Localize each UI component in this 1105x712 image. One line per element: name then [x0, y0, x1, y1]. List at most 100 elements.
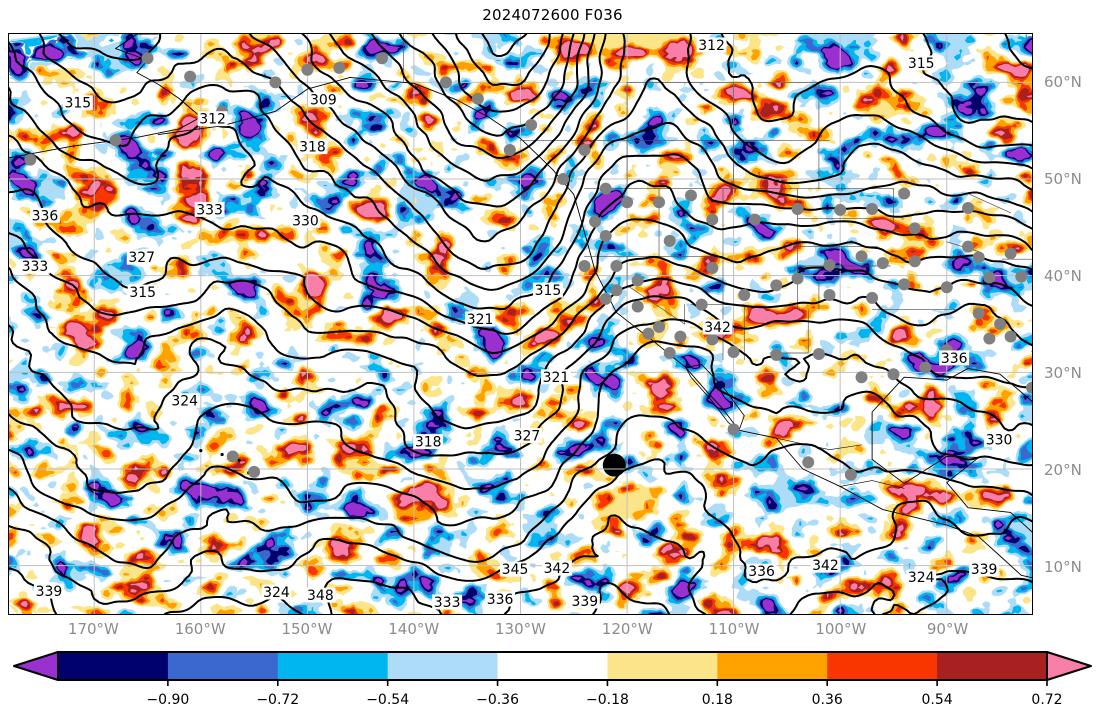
station-marker — [1004, 247, 1017, 260]
station-marker — [706, 213, 719, 226]
colorbar-segment-6[interactable] — [717, 652, 828, 680]
coastline-layer — [9, 34, 1032, 579]
contour-label-halo — [746, 563, 777, 579]
colorbar-segment-3[interactable] — [387, 652, 498, 680]
contour-label-halo — [194, 201, 225, 217]
lon-tick-label-6: 110°W — [708, 620, 760, 638]
contour-336 — [9, 318, 1032, 494]
contour-label-halo — [33, 583, 64, 599]
contour-label-halo — [290, 212, 321, 228]
colorbar-tick-label-0: −0.90 — [146, 692, 190, 708]
colorbar-segment-5[interactable] — [607, 652, 718, 680]
contour-label-halo — [512, 428, 542, 444]
contour-324 — [9, 188, 1032, 355]
station-marker — [898, 187, 911, 200]
colorbar-tick-label-2: −0.54 — [366, 692, 410, 708]
station-marker-layer — [24, 52, 1032, 481]
contour-321 — [9, 134, 1032, 335]
contour-327 — [9, 232, 1032, 377]
colorbar-segment-1[interactable] — [167, 652, 279, 680]
station-marker — [791, 272, 804, 285]
lat-tick-label-2: 40°N — [1044, 266, 1082, 285]
contour-label-halo — [126, 249, 157, 265]
contour-label-halo — [906, 55, 937, 71]
contour-312 — [38, 34, 1032, 270]
station-marker — [834, 203, 847, 216]
station-marker — [589, 215, 602, 228]
contour-label: 348 — [307, 588, 334, 604]
colorbar-segment-8[interactable] — [937, 652, 1048, 680]
contour-label-halo — [969, 561, 1000, 577]
colorbar-extend-over[interactable] — [1046, 651, 1092, 681]
colorbar-segment-0[interactable] — [58, 652, 169, 680]
contour-label: 336 — [748, 564, 775, 580]
contour-351 — [592, 581, 671, 614]
colorbar-extend-under[interactable] — [13, 651, 59, 681]
station-marker — [24, 153, 37, 166]
contour-label-halo — [432, 594, 463, 610]
contour-label: 315 — [65, 96, 92, 112]
colorbar-tick-label-6: 0.36 — [811, 692, 843, 708]
colorbar-segment-4[interactable] — [497, 652, 608, 680]
contour-300 — [371, 34, 1032, 160]
contour-label: 309 — [310, 93, 337, 109]
station-marker — [599, 230, 612, 242]
shade-band-pos-4 — [20, 34, 1032, 614]
lon-tick-label-1: 160°W — [174, 620, 226, 638]
lon-tick-label-8: 90°W — [926, 620, 969, 638]
colorbar-segment-7[interactable] — [827, 652, 938, 680]
station-marker — [812, 348, 825, 360]
contour-288 — [481, 34, 528, 58]
station-marker — [439, 76, 452, 89]
contour-label: 339 — [971, 562, 998, 578]
contour-label: 339 — [572, 594, 599, 610]
station-marker — [248, 465, 261, 478]
contour-label-halo — [62, 95, 93, 111]
colorbar-swatches[interactable] — [0, 648, 1105, 688]
contour-label: 342 — [812, 558, 839, 574]
map-plot-area[interactable]: 312 315 309 315 312 318 336 333 330 333 327 315 315 3… — [8, 33, 1033, 615]
contour-label-halo — [540, 369, 571, 385]
contour-label-halo — [413, 434, 444, 450]
map-canvas: 312 315 309 315 312 318 336 333 330 333 327 315 315 3… — [9, 34, 1032, 614]
contour-294 — [431, 34, 564, 113]
island-2 — [237, 458, 241, 462]
station-marker — [983, 271, 996, 284]
lon-tick-label-5: 120°W — [601, 620, 653, 638]
station-marker — [855, 371, 868, 384]
contour-label-halo — [532, 282, 563, 298]
station-marker — [269, 76, 282, 89]
contour-label-halo — [261, 584, 292, 600]
station-marker — [610, 260, 623, 272]
colorbar-segment-2[interactable] — [277, 652, 389, 680]
contour-label: 318 — [415, 435, 442, 451]
station-marker — [301, 63, 314, 76]
contour-label-halo — [308, 92, 339, 108]
station-marker — [109, 134, 122, 147]
station-marker — [184, 70, 197, 83]
station-marker — [631, 300, 644, 313]
station-marker — [599, 182, 612, 195]
station-marker — [770, 279, 783, 292]
station-marker — [876, 257, 889, 270]
contour-label: 327 — [128, 250, 155, 266]
station-marker — [333, 61, 346, 74]
contour-label: 327 — [514, 429, 541, 445]
lat-tick-label-3: 30°N — [1044, 363, 1082, 382]
station-marker — [802, 456, 815, 469]
contour-345 — [9, 458, 1032, 605]
station-marker — [226, 450, 239, 463]
colorbar[interactable]: −0.90 −0.72 −0.54 −0.36 −0.18 0.18 0.36 0.54 0.7… — [0, 648, 1105, 712]
station-marker — [706, 261, 719, 274]
colorbar-tick-label-4: −0.18 — [585, 692, 629, 708]
contour-label: 339 — [36, 584, 63, 600]
contour-label-halo — [305, 587, 336, 603]
station-marker — [823, 289, 836, 301]
contour-315 — [9, 41, 1032, 291]
contour-label-halo — [702, 319, 733, 335]
station-marker — [610, 284, 623, 297]
border-28 — [967, 193, 1011, 214]
colorbar-tick-label-8: 0.72 — [1031, 692, 1063, 708]
colorbar-tick-label-5: 0.18 — [701, 692, 733, 708]
station-marker — [748, 213, 761, 226]
